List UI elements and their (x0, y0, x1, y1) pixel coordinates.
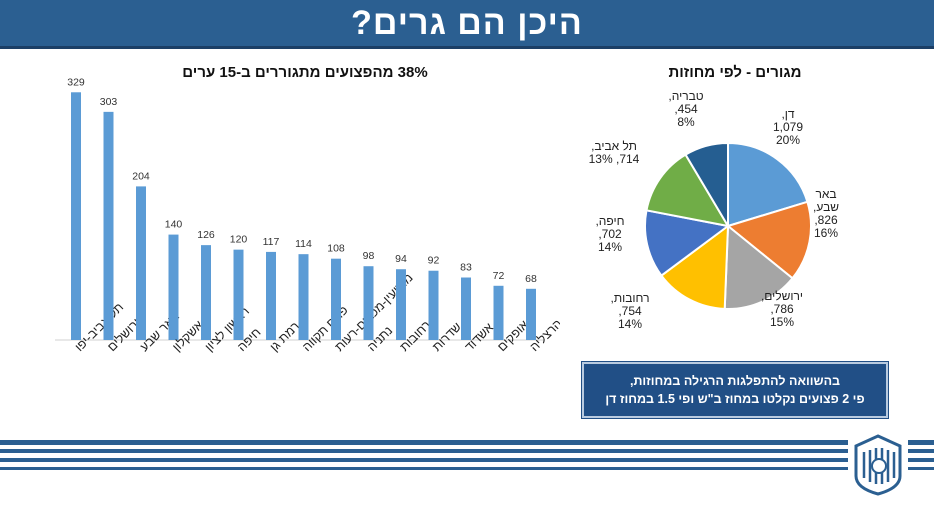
pie-slice-label: חיפה, 702, 14% (595, 214, 624, 254)
pie-slice (723, 223, 794, 310)
pie-slice (684, 141, 729, 230)
bar-value-label: 72 (493, 270, 505, 282)
bar (363, 266, 374, 340)
organization-logo (848, 432, 908, 500)
bar (428, 270, 439, 340)
bar-value-label: 329 (67, 76, 85, 88)
bar-value-label: 117 (263, 236, 280, 248)
bar (266, 251, 276, 340)
bar-value-label: 126 (197, 229, 215, 241)
bar-value-label: 92 (428, 255, 440, 267)
bar (103, 111, 114, 340)
bar-chart-title: 38% מהפצועים מתגוררים ב-15 ערים (182, 64, 428, 81)
pie-slice-label: טבריה, 454, 8% (668, 89, 703, 129)
bar-value-label: 98 (363, 250, 375, 262)
pie-slice-label: דן, 1,079 20% (773, 107, 803, 147)
bar-value-label: 83 (460, 262, 472, 274)
bar-value-label: 114 (295, 238, 312, 250)
bar-value-label: 68 (525, 273, 537, 285)
pie-slice-label: רחובות, 754, 14% (611, 291, 650, 331)
bar (461, 277, 471, 340)
bar-value-label: 303 (100, 96, 118, 108)
bar (298, 254, 309, 340)
bar (233, 249, 244, 340)
pie-chart-title: מגורים - לפי מחוזות (668, 64, 802, 81)
title-bar: היכן הם גרים? (0, 0, 934, 49)
bar (331, 258, 341, 340)
bar (201, 245, 211, 340)
pie-chart: דן, 1,079 20% באר שבע, 826, 16% ירושלים, 786, 15%… (589, 89, 840, 331)
footer-stripes (0, 440, 934, 480)
bar (136, 186, 146, 340)
bar-value-label: 108 (327, 243, 345, 255)
pie-slice (727, 141, 809, 228)
pie-slice (660, 223, 730, 310)
pie-slice-label: תל אביב, 714, 13% (589, 139, 640, 166)
pie-slice-label: באר שבע, 826, 16% (813, 187, 839, 240)
bar (493, 285, 504, 340)
bar-value-label: 94 (395, 253, 407, 265)
bar (71, 92, 81, 340)
bar-value-label: 204 (132, 170, 150, 182)
note-line-1: בהשוואה להתפלגות הרגילה במחוזות, (629, 374, 841, 388)
bar (168, 234, 179, 340)
bar (396, 269, 406, 340)
pie-slice (645, 153, 730, 228)
bar-value-label: 140 (165, 219, 183, 231)
pie-slice (644, 209, 731, 277)
pie-slice-label: ירושלים, 786, 15% (761, 289, 803, 329)
bar-value-label: 120 (230, 234, 248, 246)
pie-slice (725, 200, 812, 280)
comparison-note-box: בהשוואה להתפלגות הרגילה במחוזות, פי 2 פצ… (582, 362, 888, 418)
page-title: היכן הם גרים? (351, 3, 583, 42)
bar (526, 288, 536, 340)
note-line-2: פי 2 פצועים נקלטו במחוז ב"ש ופי 1.5 במחו… (605, 392, 865, 406)
